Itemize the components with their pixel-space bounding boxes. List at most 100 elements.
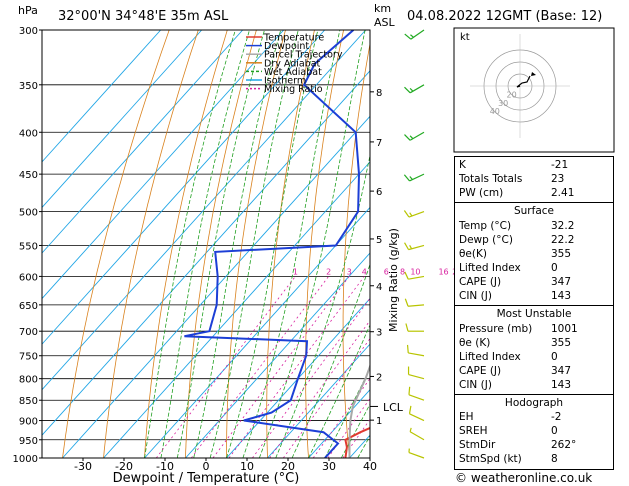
mu-value: 1001 bbox=[551, 323, 578, 335]
dry-adiabat-line bbox=[103, 30, 199, 458]
wind-barb-flag bbox=[404, 271, 409, 280]
wind-barb bbox=[404, 271, 425, 280]
datetime-title: 04.08.2022 12GMT (Base: 12) bbox=[407, 9, 602, 24]
most-unstable-panel: Most Unstable Pressure (mb) 1001 θe (K) 35… bbox=[454, 305, 614, 395]
wind-barb-staff bbox=[409, 413, 425, 422]
pressure-tick-label: 1000 bbox=[13, 454, 38, 465]
pressure-tick-label: 350 bbox=[19, 81, 38, 92]
wind-barb-flag bbox=[409, 135, 414, 140]
mixing-ratio-line bbox=[312, 377, 370, 458]
surface-label: Dewp (°C) bbox=[459, 234, 513, 246]
isotherm-line bbox=[103, 161, 370, 458]
isotherm-line bbox=[42, 30, 244, 254]
wind-barb bbox=[404, 131, 425, 141]
wind-barb-staff bbox=[409, 431, 425, 441]
temperature-tick-label: 20 bbox=[281, 460, 295, 473]
pressure-tick-label: 850 bbox=[19, 396, 38, 407]
legend-label: Dry Adiabat bbox=[264, 58, 321, 69]
hodo-value: 0 bbox=[551, 425, 558, 437]
mu-label: CIN (J) bbox=[459, 379, 492, 391]
wind-barb bbox=[405, 323, 424, 332]
surface-title: Surface bbox=[513, 205, 554, 217]
parcel-trajectory-profile bbox=[348, 363, 370, 458]
skewt-profiles bbox=[184, 30, 370, 458]
wind-barb-flag bbox=[409, 87, 414, 92]
hodograph-frame bbox=[453, 27, 615, 153]
dry-adiabat-line bbox=[144, 30, 228, 458]
hodo-label: StmDir bbox=[459, 439, 496, 451]
pressure-tick-label: 550 bbox=[19, 241, 38, 252]
x-axis-label: Dewpoint / Temperature (°C) bbox=[113, 471, 300, 486]
wet-adiabat-line bbox=[308, 323, 370, 458]
temperature-tick-label: -10 bbox=[156, 460, 174, 473]
km-tick-label: 6 bbox=[376, 187, 382, 198]
wet-adiabat-line bbox=[324, 367, 370, 458]
hodo-value: -2 bbox=[551, 411, 562, 423]
dry-adiabat-line bbox=[62, 30, 170, 458]
mixing-ratio-label: 10 bbox=[410, 267, 420, 276]
surface-value: 355 bbox=[551, 248, 572, 260]
mu-value: 347 bbox=[551, 365, 572, 377]
temperature-tick-label: -30 bbox=[74, 460, 92, 473]
temperature-tick-label: 0 bbox=[203, 460, 210, 473]
surface-label: Lifted Index bbox=[459, 262, 521, 274]
wind-barb-flag bbox=[403, 210, 410, 218]
pressure-tick-label: 600 bbox=[19, 272, 38, 283]
mu-value: 143 bbox=[551, 379, 572, 391]
mixing-ratio-line bbox=[228, 276, 365, 458]
hodo-label: StmSpd (kt) bbox=[459, 453, 522, 465]
wind-barb-staff bbox=[408, 352, 425, 357]
temperature-tick-label: 10 bbox=[240, 460, 254, 473]
isotherm-line bbox=[42, 30, 203, 209]
mixing-ratio-label: 4 bbox=[362, 267, 367, 276]
mixing-ratio-line bbox=[252, 297, 370, 458]
mixing-ratio-label: 1 bbox=[293, 267, 298, 276]
wind-barb bbox=[404, 298, 425, 307]
hodograph-panel: Hodograph EH -2 SREH 0 StmDir 262° StmSpd (… bbox=[454, 394, 614, 470]
surface-label: Temp (°C) bbox=[459, 220, 512, 232]
hodo-label: EH bbox=[459, 411, 474, 423]
asl-label: ASL bbox=[374, 16, 396, 29]
wet-adiabat-line bbox=[176, 30, 265, 458]
wet-adiabat-line bbox=[160, 30, 250, 458]
wind-barb-flag bbox=[409, 427, 412, 432]
pressure-tick-label: 650 bbox=[19, 301, 38, 312]
wind-barb-flag bbox=[405, 323, 409, 332]
wind-barb-flag bbox=[404, 134, 411, 141]
wind-barb-flag bbox=[409, 176, 413, 180]
mixing-ratio-label: 2 bbox=[326, 267, 331, 276]
hodo-value: 262° bbox=[551, 439, 577, 451]
hodograph-ring-label: 40 bbox=[490, 107, 500, 116]
temperature-tick-label: 40 bbox=[363, 460, 377, 473]
wind-barb-staff bbox=[408, 304, 425, 307]
isotherm-line bbox=[42, 30, 326, 345]
surface-value: 347 bbox=[551, 276, 572, 288]
index-label: PW (cm) bbox=[459, 187, 504, 199]
wet-adiabat-line bbox=[226, 30, 319, 458]
copyright-text: © weatheronline.co.uk bbox=[455, 471, 592, 485]
km-label: km bbox=[374, 2, 391, 15]
wind-barb bbox=[409, 427, 425, 441]
surface-label: θe(K) bbox=[459, 248, 487, 260]
pressure-tick-label: 400 bbox=[19, 128, 38, 139]
wet-adiabat-line bbox=[291, 263, 370, 458]
wet-adiabat-line bbox=[242, 30, 341, 458]
storm-motion-marker bbox=[531, 72, 536, 76]
wind-barb-staff bbox=[409, 131, 425, 141]
legend-label: Mixing Ratio bbox=[264, 84, 323, 95]
dry-adiabat-line bbox=[226, 30, 286, 458]
hodo-label: SREH bbox=[459, 425, 488, 437]
pressure-tick-label: 300 bbox=[19, 26, 38, 37]
mu-label: Lifted Index bbox=[459, 351, 521, 363]
wet-adiabat-line bbox=[193, 30, 282, 458]
mixing-ratio-line bbox=[282, 337, 370, 458]
mu-label: θe (K) bbox=[459, 337, 491, 349]
legend-label: Temperature bbox=[263, 33, 324, 44]
km-tick-label: 2 bbox=[376, 372, 382, 383]
mixing-ratio-line bbox=[327, 397, 370, 458]
pressure-tick-label: 750 bbox=[19, 352, 38, 363]
lcl-label: LCL bbox=[383, 401, 404, 414]
wind-barb bbox=[408, 448, 425, 459]
